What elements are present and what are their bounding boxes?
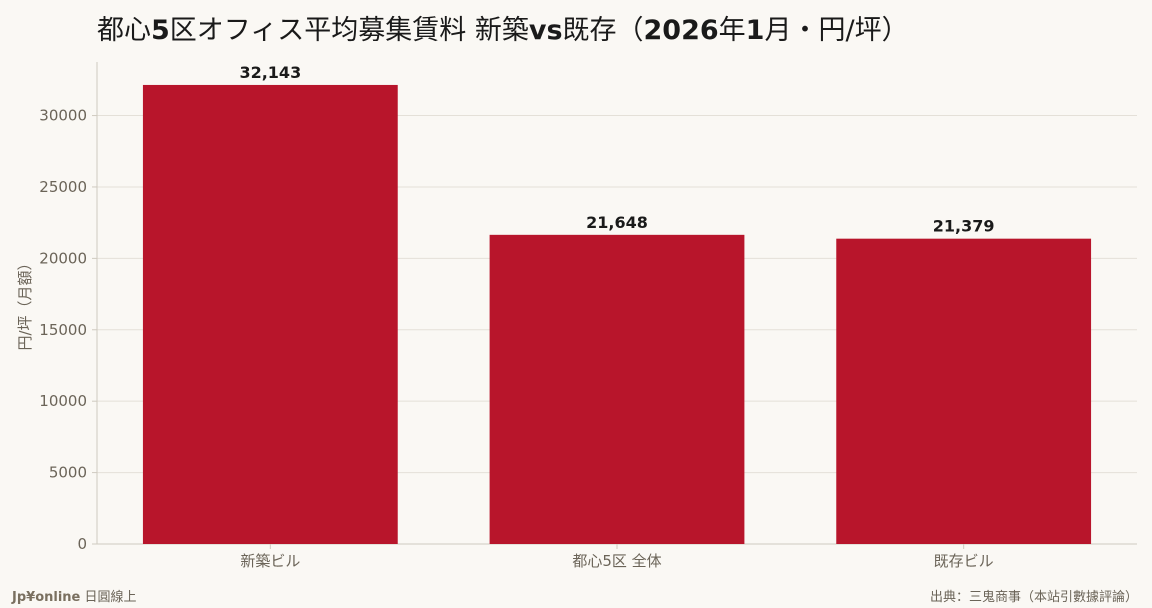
chart-title-part: 5: [151, 15, 170, 46]
chart-title-part: 1: [745, 15, 765, 46]
x-tick-label: 既存ビル: [934, 552, 994, 570]
brand-logo-text: Jp¥online: [12, 590, 81, 605]
chart-title-part: 月・円/坪）: [764, 15, 909, 46]
x-tick-label: 都心5区 全体: [572, 552, 661, 570]
bar: [489, 234, 745, 545]
bar-value-label: 32,143: [239, 63, 301, 82]
bar: [142, 84, 398, 544]
y-tick-label: 20000: [39, 249, 87, 267]
y-tick-label: 0: [77, 535, 87, 553]
chart-title: 都心5区オフィス平均募集賃料 新築vs既存（2026年1月・円/坪）: [97, 8, 909, 47]
y-tick-label: 5000: [49, 464, 87, 482]
bar-value-label: 21,379: [933, 217, 995, 236]
bar-value-label: 21,648: [586, 213, 648, 232]
bar: [836, 238, 1092, 544]
y-tick-label: 10000: [39, 392, 87, 410]
source-note: 出典：三鬼商事（本站引數據評論）: [929, 590, 1138, 605]
x-tick-label: 新築ビル: [240, 552, 300, 570]
footer-brand: Jp¥online 日圓線上: [12, 586, 137, 605]
y-tick-label: 30000: [39, 107, 87, 125]
chart-title-part: 2026: [643, 15, 719, 46]
chart-title-part: 年: [718, 15, 746, 46]
chart-title-part: 既存（: [562, 15, 644, 46]
y-tick-label: 15000: [39, 321, 87, 339]
chart-title-part: vs: [528, 15, 563, 46]
y-tick-label: 25000: [39, 178, 87, 196]
chart-title-part: 区オフィス平均募集賃料 新築: [169, 15, 529, 46]
chart-title-part: 都心: [97, 15, 151, 46]
brand-suffix: 日圓線上: [84, 590, 137, 605]
y-axis-label: 円/坪（月額）: [16, 255, 34, 350]
